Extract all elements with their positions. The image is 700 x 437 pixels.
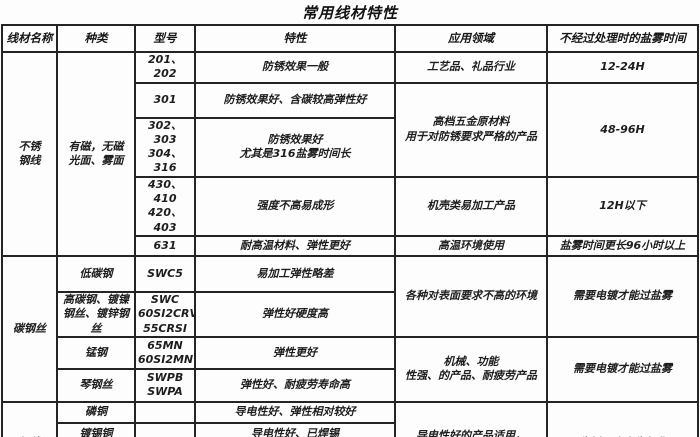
cell-stainless-name: 不锈 钢线	[1, 51, 58, 257]
cell-stainless-model-5: 631	[134, 234, 196, 257]
cell-carbon-salt-3: 需要电镀才能过盐雾	[546, 335, 699, 403]
cell-carbon-feature-1: 易加工弹性略差	[194, 254, 396, 293]
cell-carbon-kind-2: 高碳钢、镀镍钢丝、镀锌钢丝	[56, 290, 136, 338]
cell-carbon-model-2: SWC 60SI2CRVA、 55CRSI	[134, 290, 196, 338]
cell-copper-kind-1: 磷铜	[56, 400, 136, 424]
table-row: 430、410 420、403 强度不高易成形 机壳类易加工产品 12H以下	[2, 175, 699, 237]
cell-stainless-salt-5: 盐雾时间更长96小时以上	[546, 234, 699, 257]
cell-stainless-model-1: 201、202	[134, 51, 196, 84]
cell-stainless-app-4: 机壳类易加工产品	[394, 175, 548, 237]
cell-stainless-feature-4: 强度不高易成形	[194, 175, 396, 237]
cell-stainless-model-2: 301	[134, 81, 196, 119]
col-header-salt-time: 不经过处理时的盐雾时间	[546, 24, 699, 53]
table-row: 631 耐高温材料、弹性更好 高温环境使用 盐雾时间更长96小时以上	[2, 234, 699, 257]
cell-stainless-salt-4: 12H以下	[546, 175, 699, 237]
col-header-kind: 种类	[56, 24, 136, 53]
cell-stainless-salt-2: 48-96H	[546, 81, 699, 178]
cell-stainless-feature-1: 防锈效果一般	[194, 51, 396, 84]
table-row: 锰钢 65MN 60SI2MN 弹性更好 机械、功能 性强、的产品、耐疲劳产品 …	[2, 335, 699, 403]
cell-carbon-app-1: 各种对表面要求不高的环境	[394, 254, 548, 338]
cell-copper-kind-2: 镀锡铜	[56, 421, 136, 437]
cell-carbon-model-1: SWC5	[134, 254, 196, 293]
cell-copper-feature-2: 导电性好、已焊锡	[194, 421, 396, 437]
table-row: 琴钢丝 SWPB SWPA 弹性好、耐疲劳寿命高	[2, 367, 698, 403]
cell-carbon-app-3: 机械、功能 性强、的产品、耐疲劳产品	[394, 335, 548, 403]
cell-carbon-kind-3: 锰钢	[56, 335, 136, 370]
cell-copper-model-2	[134, 421, 196, 437]
table-row: 301 防锈效果好、含碳较高弹性好 高档五金原材料 用于对防锈要求严格的产品 4…	[2, 81, 699, 178]
cell-stainless-feature-5: 耐高温材料、弹性更好	[194, 234, 396, 257]
cell-carbon-feature-3: 弹性更好	[194, 335, 396, 370]
cell-stainless-kind: 有磁，无磁 光面、雾面	[56, 51, 136, 257]
cell-stainless-app-2: 高档五金原材料 用于对防锈要求严格的产品	[394, 81, 548, 178]
table-row: 高碳钢、镀镍钢丝、镀锌钢丝 SWC 60SI2CRVA、 55CRSI 弹性好硬…	[2, 290, 698, 338]
table-row: 302、303 304、316 防锈效果好 尤其是316盐雾时间长	[2, 116, 698, 178]
cell-stainless-model-3: 302、303 304、316	[134, 116, 196, 178]
wire-characteristics-table: 线材名称 种类 型号 特性 应用领域 不经过处理时的盐雾时间 不锈 钢线 有磁，…	[1, 24, 699, 437]
cell-copper-model-1	[134, 400, 196, 424]
cell-carbon-model-4: SWPB SWPA	[134, 367, 196, 403]
cell-carbon-feature-2: 弹性好硬度高	[194, 290, 396, 338]
cell-carbon-feature-4: 弹性好、耐疲劳寿命高	[194, 367, 396, 403]
cell-stainless-model-4: 430、410 420、403	[134, 175, 196, 237]
cell-carbon-model-3: 65MN 60SI2MN	[134, 335, 196, 370]
cell-carbon-salt-1: 需要电镀才能过盐雾	[546, 254, 699, 338]
cell-stainless-app-5: 高温环境使用	[394, 234, 548, 257]
cell-carbon-kind-4: 琴钢丝	[56, 367, 136, 403]
cell-stainless-salt-1: 12-24H	[546, 51, 699, 84]
page-title: 常用线材特性	[301, 4, 398, 22]
cell-stainless-feature-2: 防锈效果好、含碳较高弹性好	[194, 81, 396, 119]
col-header-application: 应用领域	[394, 24, 548, 53]
header-row: 线材名称 种类 型号 特性 应用领域 不经过处理时的盐雾时间	[1, 24, 699, 53]
cell-copper-feature-1: 导电性好、弹性相对较好	[194, 400, 396, 424]
table-row: 不锈 钢线 有磁，无磁 光面、雾面 201、202 防锈效果一般 工艺品、礼品行…	[1, 51, 699, 257]
cell-carbon-name: 碳钢丝	[1, 254, 58, 403]
cell-copper-salt: 不生锈、会产生氧化层	[546, 400, 699, 437]
cell-stainless-app-1: 工艺品、礼品行业	[394, 51, 548, 84]
table-row: 碳钢丝 低碳钢 SWC5 易加工弹性略差 各种对表面要求不高的环境 需要电镀才能…	[1, 254, 699, 403]
col-header-feature: 特性	[194, 24, 396, 53]
table-row: 铜线 磷铜 导电性好、弹性相对较好 导电性好的产品适用， 如：电线、电阻 不生锈…	[1, 400, 699, 437]
table-row: 镀锡铜 导电性好、已焊锡	[2, 421, 698, 437]
cell-copper-app: 导电性好的产品适用， 如：电线、电阻	[394, 400, 548, 437]
cell-copper-name: 铜线	[1, 400, 58, 437]
cell-stainless-feature-3: 防锈效果好 尤其是316盐雾时间长	[194, 116, 396, 178]
col-header-model: 型号	[134, 24, 196, 53]
col-header-name: 线材名称	[1, 24, 58, 53]
cell-carbon-kind-1: 低碳钢	[56, 254, 136, 293]
